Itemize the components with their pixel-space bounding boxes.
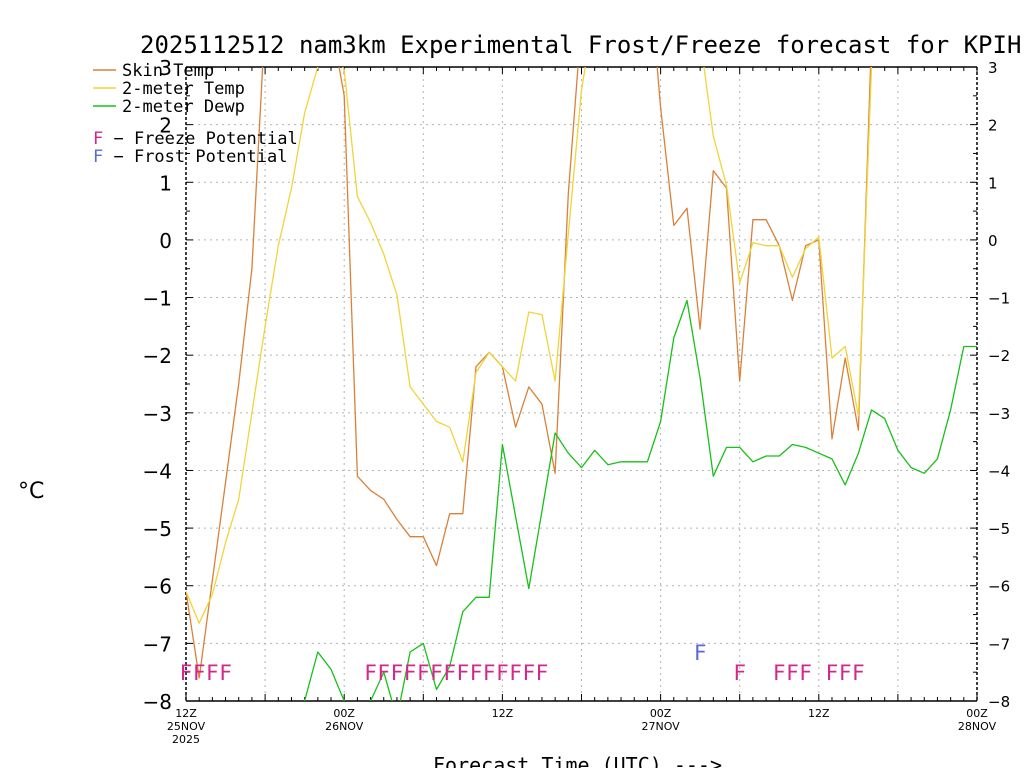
- y-tick-label: −2: [143, 344, 172, 368]
- freeze-marker: F: [496, 661, 509, 685]
- x-tick-label: 25NOV: [167, 720, 206, 733]
- y-tick-label-right: −6: [988, 578, 1010, 596]
- y-tick-label-right: 2: [988, 117, 998, 135]
- freeze-marker: F: [852, 661, 865, 685]
- x-tick-label: 12Z: [175, 707, 197, 720]
- frost-marker: F: [694, 641, 707, 665]
- freeze-marker: F: [457, 661, 470, 685]
- freeze-marker: F: [364, 661, 377, 685]
- freeze-marker: F: [391, 661, 404, 685]
- grid: [186, 67, 977, 701]
- chart-title: 2025112512 nam3km Experimental Frost/Fre…: [140, 31, 1021, 59]
- freeze-marker: F: [799, 661, 812, 685]
- legend-frost: F − Frost Potential: [93, 147, 287, 167]
- freeze-marker: F: [219, 661, 232, 685]
- freeze-marker: F: [404, 661, 417, 685]
- y-tick-label: 1: [159, 171, 172, 195]
- series-line-2-meter-temp: [186, 67, 873, 624]
- y-tick-label: 3: [159, 56, 172, 80]
- freeze-marker: F: [773, 661, 786, 685]
- y-tick-label-right: −8: [988, 693, 1010, 711]
- axes: −8 −8 −7 −7 −6 −6 −5 −5 −4 −4 −3 −3 −2 −2 −1 −1 0 0 1 1 2 2 3 3…: [143, 56, 1011, 746]
- x-tick-label: 00Z: [650, 707, 672, 720]
- y-tick-label: −8: [143, 690, 172, 714]
- x-tick-label: 26NOV: [325, 720, 364, 733]
- series-line-2-meter-dewp: [303, 299, 977, 701]
- x-tick-label: 00Z: [333, 707, 355, 720]
- y-tick-label-right: 0: [988, 232, 998, 250]
- y-tick-label-right: −4: [988, 462, 1010, 480]
- y-axis-label: °C: [18, 479, 44, 504]
- y-tick-label: −3: [143, 402, 172, 426]
- y-tick-label-right: −7: [988, 635, 1010, 653]
- y-tick-label-right: −2: [988, 347, 1010, 365]
- freeze-marker: F: [443, 661, 456, 685]
- freeze-marker: F: [509, 661, 522, 685]
- y-tick-label: −7: [143, 632, 172, 656]
- y-tick-label: 2: [159, 114, 172, 138]
- x-axis-label: Forecast Time (UTC) --->: [433, 753, 722, 768]
- y-tick-label-right: −1: [988, 290, 1010, 308]
- x-tick-label: 28NOV: [958, 720, 997, 733]
- freeze-marker: F: [430, 661, 443, 685]
- x-tick-label: 2025: [172, 733, 200, 746]
- frost-freeze-markers: F F F F F F F F F F F F F F F F F F F F F F F F FF: [180, 641, 865, 685]
- freeze-marker: F: [180, 661, 193, 685]
- freeze-marker: F: [206, 661, 219, 685]
- freeze-marker: F: [377, 661, 390, 685]
- y-tick-label: −6: [143, 575, 172, 599]
- freeze-marker: F: [522, 661, 535, 685]
- freeze-marker: F: [470, 661, 483, 685]
- legend-label: 2-meter Temp: [122, 79, 245, 99]
- freeze-marker: F: [417, 661, 430, 685]
- series-line-skin-temp: [186, 67, 872, 679]
- x-tick-label: 27NOV: [641, 720, 680, 733]
- y-tick-label-right: 3: [988, 59, 998, 77]
- y-tick-label-right: −3: [988, 405, 1010, 423]
- legend-label: Skin Temp: [122, 61, 214, 81]
- series-lines: [186, 67, 977, 701]
- y-tick-label: −4: [143, 459, 172, 483]
- x-tick-label: 12Z: [492, 707, 514, 720]
- legend-freeze: F − Freeze Potential: [93, 129, 298, 149]
- freeze-marker: F: [733, 661, 746, 685]
- freeze-marker: F: [826, 661, 839, 685]
- freeze-marker: F: [483, 661, 496, 685]
- freeze-marker: F: [536, 661, 549, 685]
- freeze-marker: F: [786, 661, 799, 685]
- y-tick-label: −1: [143, 287, 172, 311]
- y-tick-label-right: 1: [988, 174, 998, 192]
- y-tick-label: 0: [159, 229, 172, 253]
- freeze-marker: F: [839, 661, 852, 685]
- y-tick-label-right: −5: [988, 520, 1010, 538]
- x-tick-label: 12Z: [808, 707, 830, 720]
- y-tick-label: −5: [143, 517, 172, 541]
- x-tick-label: 00Z: [966, 707, 988, 720]
- legend-label: 2-meter Dewp: [122, 97, 245, 117]
- freeze-marker: F: [193, 661, 206, 685]
